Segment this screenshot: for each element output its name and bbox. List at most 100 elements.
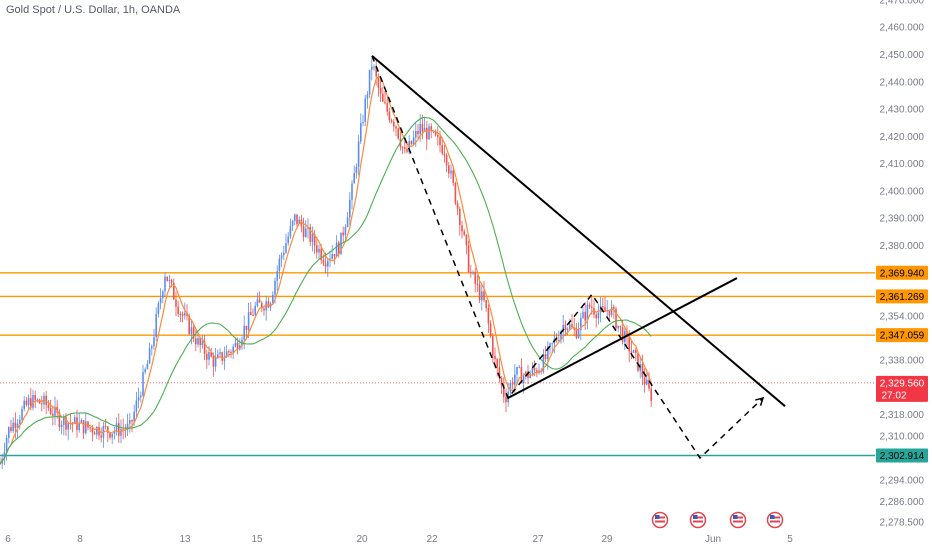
x-tick-label: 5 [787,534,793,545]
candle-body [542,354,545,372]
candle-body [551,343,553,345]
candle-body [131,420,133,422]
candlesticks [0,57,652,470]
candle-body [388,111,391,121]
x-tick-label: 20 [356,534,368,545]
candle-body [619,325,622,328]
candle-body [492,336,494,356]
candle-body [140,395,142,398]
candle-body [232,346,234,353]
candle-body [410,141,413,145]
flag-stripe [655,520,665,523]
candle-body [221,352,223,361]
y-tick-label: 2,318.000 [880,410,925,421]
candle-body [8,427,10,438]
candle-body [111,433,113,438]
us-flag-icon[interactable] [729,511,747,529]
candle-body [511,382,514,385]
candle-body [379,87,382,94]
moving-averages [0,76,652,464]
candle-body [474,272,476,284]
candle-body [461,225,463,232]
candle-body [487,308,490,324]
candle-body [157,303,160,314]
candle-body [327,260,329,267]
candle-body [206,353,208,360]
flag-stripe [655,516,665,519]
candle-body [373,66,375,68]
candle-body [560,331,562,341]
candle-body [263,308,265,311]
candle-body [650,388,652,402]
candle-body [639,364,641,371]
candle-body [129,420,131,424]
candle-body [16,423,19,429]
candle-body [423,127,426,132]
candle-body [313,234,316,246]
candle-body [25,400,28,405]
candle-body [569,324,571,329]
y-tick-label: 2,380.000 [880,241,925,252]
candle-body [459,208,461,226]
flag-stripe [733,520,743,523]
candle-body [401,146,404,148]
candle-body [368,69,371,95]
candle-body [421,124,424,132]
candle-body [412,137,415,145]
candle-body [333,254,336,257]
candle-body [371,66,373,70]
candle-body [573,326,575,330]
candle-body [179,313,182,315]
x-tick-label: Jun [705,534,721,545]
flag-ring [729,511,747,529]
candle-body [223,357,226,361]
candle-body [162,291,164,298]
trendlines [371,55,786,460]
candle-body [190,327,193,334]
y-tick-label: 2,294.000 [880,475,925,486]
candle-body [82,420,85,434]
candle-body [434,130,437,136]
us-flag-icon[interactable] [651,511,669,529]
candle-body [170,279,173,283]
candle-body [562,324,564,332]
candle-body [217,354,219,358]
candle-body [558,340,560,342]
candle-body [181,314,184,316]
candle-body [597,312,600,319]
candle-body [643,377,646,385]
candle-body [331,254,333,259]
countdown-label: 27:02 [881,390,906,401]
candle-body [146,363,149,370]
us-flag-icon[interactable] [689,511,707,529]
candle-body [608,310,611,316]
candle-body [225,351,228,358]
candle-body [547,346,549,360]
candle-body [516,366,518,375]
candle-body [60,424,63,427]
candle-body [533,367,536,371]
candle-body [536,370,538,374]
candle-body [454,182,457,204]
candle-body [335,242,338,257]
candle-body [52,413,54,416]
candle-body [208,352,210,360]
candle-body [384,101,386,104]
y-tick-label: 2,440.000 [880,77,925,88]
candle-body [126,423,129,431]
flag-canton [655,515,660,519]
candle-body [465,234,468,246]
candle-body [602,306,604,308]
current-price-box [876,375,928,402]
candle-body [520,366,523,384]
candle-body [338,242,340,255]
candle-body [302,226,305,237]
candle-body [67,423,69,430]
candle-body [133,411,135,422]
us-flag-icon[interactable] [766,511,784,529]
candle-body [478,284,481,301]
candle-body [65,416,67,430]
candle-body [514,374,516,385]
candle-body [230,351,232,353]
